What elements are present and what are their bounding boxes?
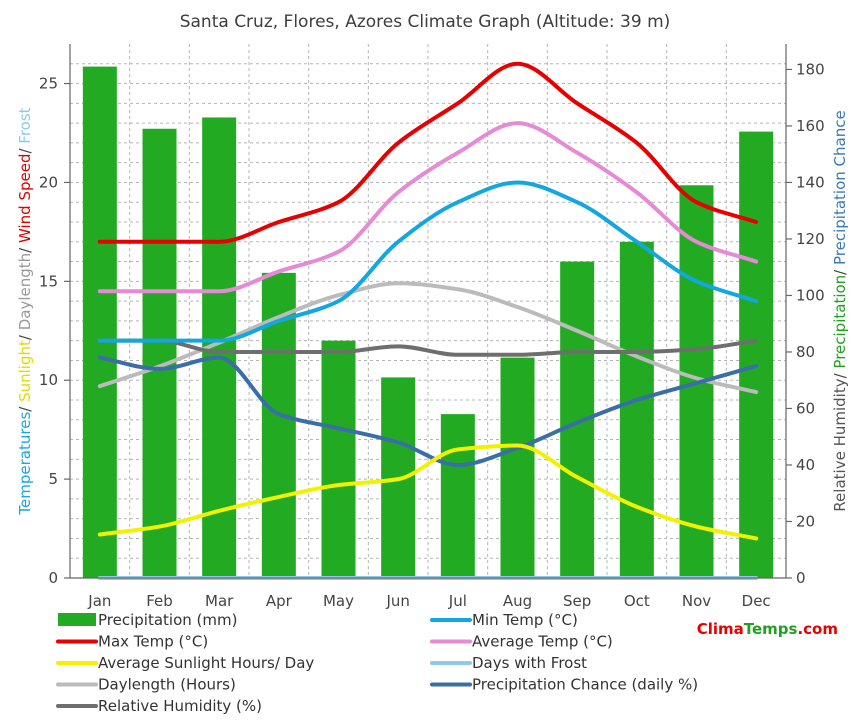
legend-label: Average Sunlight Hours/ Day: [98, 654, 314, 672]
left-axis-label-part: Sunlight: [16, 340, 34, 402]
left-axis-label-part: /: [16, 330, 34, 340]
legend-label: Min Temp (°C): [472, 611, 578, 629]
x-tick-label-dec: Dec: [742, 592, 771, 610]
line-layer: [97, 61, 759, 580]
right-tick-label: 60: [796, 399, 815, 417]
right-tick-label: 160: [796, 117, 825, 135]
legend-item-relative-humidity: Relative Humidity (%): [56, 697, 262, 715]
right-axis-label-part: Precipitation Chance: [831, 110, 849, 265]
left-axis-label-part: /: [16, 144, 34, 154]
right-tick-label: 20: [796, 512, 815, 530]
left-axis-label-part: Wind Speed: [16, 154, 34, 244]
right-axis-label-part: /: [831, 369, 849, 379]
left-tick-label: 25: [39, 75, 58, 93]
series-line-average-sunlight-hours-day: [97, 443, 759, 541]
left-tick-label: 0: [48, 569, 58, 587]
legend-item-min-temp-c: Min Temp (°C): [430, 611, 578, 629]
precipitation-bar-jul: [440, 414, 475, 578]
x-tick-label-jun: Jun: [385, 592, 409, 610]
brand-part-temps: Temps: [744, 620, 798, 638]
legend: Precipitation (mm) Min Temp (°C) Max Temp …: [56, 611, 698, 715]
x-tick-label-aug: Aug: [503, 592, 532, 610]
legend-label: Average Temp (°C): [472, 633, 613, 651]
right-tick-label: 100: [796, 286, 825, 304]
precipitation-bar-dec: [739, 131, 774, 579]
left-axis-label-part: Temperatures: [16, 412, 34, 516]
legend-label: Daylength (Hours): [98, 676, 236, 694]
brand-logo-text: ClimaTemps.com: [697, 620, 838, 638]
legend-label: Days with Frost: [472, 654, 587, 672]
chart-title: Santa Cruz, Flores, Azores Climate Graph…: [180, 12, 671, 32]
bar-layer: [82, 66, 774, 579]
right-tick-label: 40: [796, 456, 815, 474]
brand-part-com: .com: [797, 620, 838, 638]
x-tick-label-sep: Sep: [563, 592, 591, 610]
precipitation-bar-jan: [82, 66, 117, 578]
x-tick-label-feb: Feb: [146, 592, 173, 610]
right-tick-label: 0: [796, 569, 806, 587]
x-tick-label-jan: Jan: [87, 592, 111, 610]
legend-item-days-with-frost: Days with Frost: [430, 654, 587, 672]
precipitation-bar-feb: [142, 128, 177, 578]
left-tick-label: 5: [48, 470, 58, 488]
left-tick-label: 10: [39, 371, 58, 389]
left-axis-label-part: /: [16, 243, 34, 253]
series-line-daylength-hours: [97, 281, 759, 395]
legend-label: Relative Humidity (%): [98, 697, 262, 715]
left-axis-label-part: Frost: [16, 107, 34, 143]
right-axis-label-part: /: [831, 265, 849, 275]
precipitation-bar-aug: [500, 357, 535, 578]
right-axis-label-part: Relative Humidity: [831, 378, 849, 511]
brand-part-clima: Clima: [697, 620, 744, 638]
legend-item-precipitation-mm: Precipitation (mm): [58, 611, 237, 629]
legend-label: Precipitation Chance (daily %): [472, 676, 698, 694]
left-tick-label: 15: [39, 272, 58, 290]
precipitation-bar-oct: [619, 241, 654, 578]
legend-item-average-sunlight-hours-day: Average Sunlight Hours/ Day: [56, 654, 314, 672]
legend-label: Precipitation (mm): [98, 611, 237, 629]
right-axis-label-part: Precipitation: [831, 275, 849, 369]
series-line-relative-humidity: [97, 338, 759, 357]
series-line-max-temp-c: [97, 61, 759, 244]
x-tick-label-jul: Jul: [448, 592, 467, 610]
right-tick-label: 180: [796, 60, 825, 78]
series-line-precipitation-chance-daily: [97, 355, 759, 467]
series-line-min-temp-c: [97, 180, 759, 343]
series-line-average-temp-c: [97, 121, 759, 294]
axis-layer: 0 5 10 15 20 25 0 20 40 60 80 100 120 140 160 180 Jan Feb…: [16, 44, 849, 610]
x-tick-label-mar: Mar: [205, 592, 234, 610]
right-axis-label: Relative Humidity/ Precipitation/ Precip…: [831, 110, 849, 511]
left-axis-label-part: /: [16, 402, 34, 412]
grid-layer: [69, 44, 787, 579]
left-tick-label: 20: [39, 173, 58, 191]
right-tick-label: 120: [796, 230, 825, 248]
x-tick-label-nov: Nov: [682, 592, 711, 610]
x-tick-label-oct: Oct: [624, 592, 650, 610]
legend-item-daylength-hours: Daylength (Hours): [56, 676, 236, 694]
legend-swatch: [58, 613, 96, 626]
legend-item-average-temp-c: Average Temp (°C): [430, 633, 613, 651]
x-tick-label-apr: Apr: [266, 592, 293, 610]
left-axis-label-part: Daylength: [16, 253, 34, 330]
right-tick-label: 80: [796, 343, 815, 361]
legend-item-precipitation-chance-daily: Precipitation Chance (daily %): [430, 676, 698, 694]
legend-item-max-temp-c: Max Temp (°C): [56, 633, 208, 651]
right-tick-label: 140: [796, 173, 825, 191]
left-axis-label: Temperatures/ Sunlight/ Daylength/ Wind …: [16, 107, 34, 515]
x-tick-label-may: May: [323, 592, 354, 610]
precipitation-bar-may: [321, 340, 356, 578]
legend-label: Max Temp (°C): [98, 633, 208, 651]
